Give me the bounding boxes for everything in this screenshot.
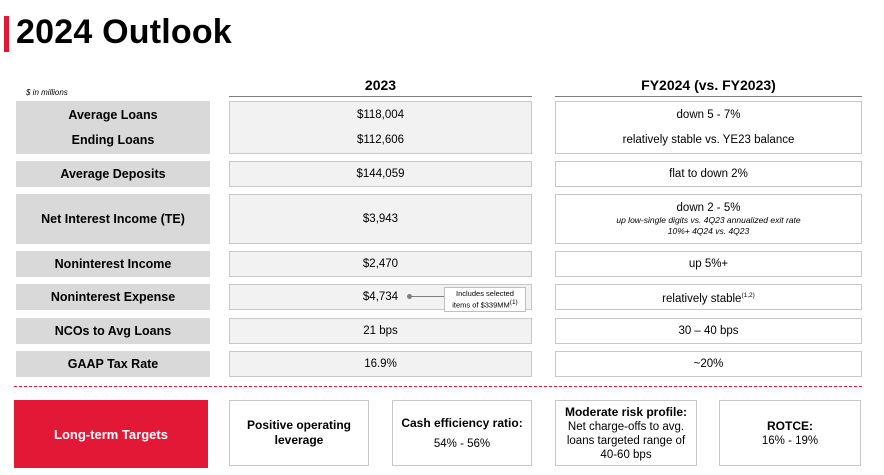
label-loans: Average Loans Ending Loans (16, 101, 210, 154)
label-text: Average Deposits (60, 166, 166, 181)
value-average-deposits: $144,059 (229, 161, 532, 187)
label-gaap-tax-rate: GAAP Tax Rate (16, 351, 210, 377)
target-heading: Cash efficiency ratio: (401, 415, 523, 430)
outlook-text: down 2 - 5% (676, 202, 741, 214)
target-value: Net charge-offs to avg. loans targeted r… (566, 420, 686, 461)
label-text: Net Interest Income (TE) (41, 211, 185, 226)
value-gaap-tax-rate: 16.9% (229, 351, 532, 377)
column-header-fy2024: FY2024 (vs. FY2023) (641, 77, 776, 93)
outlook-text: relatively stable (662, 292, 742, 305)
outlook-loans: down 5 - 7% relatively stable vs. YE23 b… (555, 101, 862, 154)
value-loans: $118,004 $112,606 (229, 101, 532, 154)
label-net-interest-income: Net Interest Income (TE) (16, 194, 210, 244)
outlook-ncos-to-avg-loans: 30 – 40 bps (555, 318, 862, 344)
callout-connector (407, 292, 445, 302)
label-ncos-to-avg-loans: NCOs to Avg Loans (16, 318, 210, 344)
target-operating-leverage: Positive operating leverage (229, 400, 369, 466)
value-text: $3,943 (362, 212, 399, 225)
outlook-text: ~20% (693, 357, 724, 370)
outlook-text: flat to down 2% (669, 167, 748, 180)
outlook-subtext: up low-single digits vs. 4Q23 annualized… (616, 215, 801, 225)
footnote-marker: (1,2) (741, 291, 755, 299)
outlook-subtext: 10%+ 4Q24 vs. 4Q23 (667, 226, 750, 236)
label-noninterest-income: Noninterest Income (16, 251, 210, 277)
target-heading: ROTCE: (767, 418, 813, 433)
label-text: Noninterest Expense (50, 289, 176, 304)
label-average-deposits: Average Deposits (16, 161, 210, 187)
target-cash-efficiency: Cash efficiency ratio: 54% - 56% (392, 400, 532, 466)
target-value: 54% - 56% (433, 437, 491, 450)
expense-callout-note: Includes selected items of $339MM(1) (444, 287, 526, 312)
column-header-2023: 2023 (364, 77, 397, 93)
page-title: 2024 Outlook (16, 13, 232, 51)
label-text: Noninterest Income (54, 256, 172, 271)
target-risk-profile: Moderate risk profile: Net charge-offs t… (555, 400, 697, 466)
outlook-gaap-tax-rate: ~20% (555, 351, 862, 377)
note-line: items of $339MM (452, 300, 510, 310)
units-note: $ in millions (26, 88, 68, 97)
outlook-noninterest-expense: relatively stable(1,2) (555, 284, 862, 310)
value-average-loans: $118,004 (356, 108, 405, 121)
outlook-noninterest-income: up 5%+ (555, 251, 862, 277)
long-term-targets-label: Long-term Targets (14, 400, 208, 468)
column-header-rule (555, 96, 862, 97)
outlook-text: 30 – 40 bps (678, 324, 739, 337)
outlook-ending-loans: relatively stable vs. YE23 balance (622, 133, 795, 146)
value-net-interest-income: $3,943 (229, 194, 532, 244)
outlook-average-loans: down 5 - 7% (676, 108, 741, 121)
value-ending-loans: $112,606 (356, 133, 405, 146)
label-text: NCOs to Avg Loans (54, 323, 172, 338)
label-text: GAAP Tax Rate (67, 356, 159, 371)
value-text: $4,734 (362, 290, 399, 303)
footnote-marker: (1) (509, 299, 518, 306)
value-noninterest-income: $2,470 (229, 251, 532, 277)
value-text: 16.9% (364, 357, 397, 370)
target-rotce: ROTCE: 16% - 19% (719, 400, 861, 466)
section-divider (14, 386, 862, 387)
title-accent-bar (4, 16, 9, 52)
value-text: $144,059 (356, 167, 405, 180)
target-heading: Positive operating leverage (246, 418, 352, 447)
target-heading: Moderate risk profile: (564, 404, 688, 419)
column-header-rule (229, 96, 532, 97)
outlook-text: up 5%+ (688, 257, 729, 270)
note-line: Includes selected (456, 289, 514, 298)
target-value: 16% - 19% (761, 434, 819, 447)
label-noninterest-expense: Noninterest Expense (16, 284, 210, 310)
label-ending-loans: Ending Loans (71, 132, 155, 147)
value-ncos-to-avg-loans: 21 bps (229, 318, 532, 344)
label-average-loans: Average Loans (68, 107, 158, 122)
outlook-net-interest-income: down 2 - 5% up low-single digits vs. 4Q2… (555, 194, 862, 244)
value-text: 21 bps (363, 324, 398, 337)
value-text: $2,470 (362, 257, 399, 270)
outlook-average-deposits: flat to down 2% (555, 161, 862, 187)
